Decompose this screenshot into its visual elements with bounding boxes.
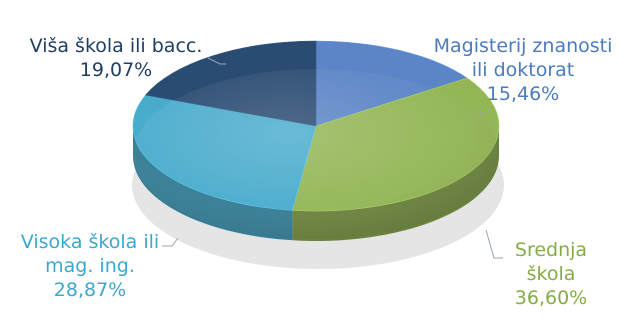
leader-visoka [162,237,179,247]
slice-label-line: Magisterij znanosti [433,35,613,57]
leader-magisterij [477,111,487,115]
slice-value-label: 15,46% [486,83,560,105]
slice-label-magisterij: Magisterij znanosti ili doktorat 15,46% [412,34,634,106]
leader-srednja [485,229,503,259]
slice-label-visoka: Visoka škola ili mag. ing. 28,87% [0,230,180,302]
slice-label-line: škola [526,263,576,285]
slice-label-line: Srednja [514,239,588,261]
slice-value-label: 36,60% [514,287,588,309]
slice-label-line: Viša škola ili bacc. [29,35,203,57]
slice-label-line: mag. ing. [45,255,135,277]
leader-visa [207,57,226,65]
pie-sheen [133,69,499,239]
slice-label-line: Visoka škola ili [20,231,160,253]
slice-value-label: 19,07% [79,59,153,81]
slice-label-visa: Viša škola ili bacc. 19,07% [4,34,228,82]
leader-lines [162,57,503,259]
slice-value-label: 28,87% [53,279,127,301]
slice-label-line: ili doktorat [471,59,575,81]
slice-label-srednja: Srednja škola 36,60% [496,238,606,310]
